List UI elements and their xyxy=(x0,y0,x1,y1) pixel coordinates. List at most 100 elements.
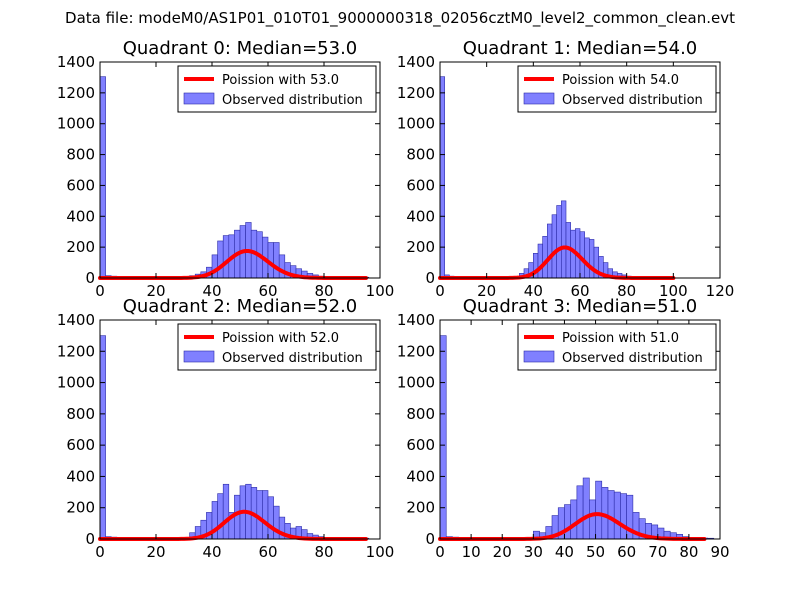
panel-title: Quadrant 0: Median=53.0 xyxy=(123,38,358,59)
histogram-bar xyxy=(439,335,447,540)
histogram-bar xyxy=(537,243,543,279)
histogram-bar xyxy=(262,490,269,540)
x-tick-label: 80 xyxy=(314,543,333,561)
x-tick-label: 100 xyxy=(659,282,688,300)
histogram-bar xyxy=(582,477,590,540)
histogram-bar xyxy=(99,76,106,279)
axes-frame xyxy=(99,319,381,540)
y-tick-label: 1200 xyxy=(397,342,435,360)
histogram-bar xyxy=(620,493,627,540)
x-tick-label: 70 xyxy=(648,543,667,561)
y-tick-label: 1000 xyxy=(397,374,435,392)
x-tick-label: 60 xyxy=(258,282,277,300)
y-tick-label: 1000 xyxy=(57,115,95,133)
legend-box xyxy=(517,323,717,371)
y-tick-label: 1400 xyxy=(397,311,435,329)
histogram-bar xyxy=(584,237,590,279)
legend-bar-swatch xyxy=(183,350,215,363)
panel-title: Quadrant 2: Median=52.0 xyxy=(123,296,358,317)
histogram-bar xyxy=(278,254,286,279)
y-tick-label: 1000 xyxy=(57,374,95,392)
y-tick-label: 1000 xyxy=(397,115,435,133)
x-tick-label: 60 xyxy=(617,543,636,561)
x-tick-label: 100 xyxy=(366,543,395,561)
histogram-bar xyxy=(595,480,603,540)
quadrant-1-panel: 0 20 40 60 80 100 1200200400600800100012001400… xyxy=(397,38,735,300)
histogram-bar xyxy=(217,240,224,279)
legend-bar-swatch xyxy=(183,92,215,105)
legend-bar-swatch xyxy=(523,350,555,363)
y-tick-label: 0 xyxy=(85,530,95,548)
y-tick-label: 1400 xyxy=(57,311,95,329)
histogram-bar xyxy=(561,200,567,279)
y-tick-label: 600 xyxy=(66,176,95,194)
histogram-bar xyxy=(556,205,562,279)
x-tick-label: 10 xyxy=(462,543,481,561)
legend-bar-label: Observed distribution xyxy=(562,93,703,108)
histogram-bar xyxy=(589,239,595,279)
quadrant-0-panel: 0 20 40 60 80 1000200400600800100012001400Qua… xyxy=(57,38,395,300)
x-tick-label: 100 xyxy=(366,282,395,300)
panel-title: Quadrant 3: Median=51.0 xyxy=(463,296,698,317)
y-tick-label: 800 xyxy=(66,405,95,423)
y-tick-label: 600 xyxy=(406,436,435,454)
x-tick-label: 120 xyxy=(706,282,735,300)
histogram-bar xyxy=(211,254,218,279)
figure-title: Data file: modeM0/AS1P01_010T01_90000003… xyxy=(65,9,735,27)
legend-bar-label: Observed distribution xyxy=(222,93,363,108)
x-tick-label: 80 xyxy=(314,282,333,300)
x-tick-label: 0 xyxy=(435,282,445,300)
histogram-bar xyxy=(439,76,445,279)
y-tick-label: 1400 xyxy=(57,53,95,71)
x-tick-label: 40 xyxy=(524,282,543,300)
y-tick-label: 200 xyxy=(66,499,95,517)
histogram-bar xyxy=(570,499,578,540)
quadrant-2-panel: 0 20 40 60 80 1000200400600800100012001400Qua… xyxy=(57,296,395,561)
y-tick-label: 400 xyxy=(406,207,435,225)
x-tick-label: 60 xyxy=(258,543,277,561)
histogram-bar xyxy=(607,490,615,540)
histogram-bar xyxy=(234,494,241,540)
y-tick-label: 800 xyxy=(406,146,435,164)
histogram-bar xyxy=(217,493,224,540)
histogram-bar xyxy=(222,235,230,279)
x-tick-label: 20 xyxy=(146,543,165,561)
x-tick-label: 40 xyxy=(555,543,574,561)
histogram-bar xyxy=(273,505,280,540)
y-tick-label: 800 xyxy=(406,405,435,423)
y-tick-label: 600 xyxy=(406,176,435,194)
x-tick-label: 90 xyxy=(710,543,729,561)
x-tick-label: 20 xyxy=(477,282,496,300)
legend-bar-label: Observed distribution xyxy=(562,351,703,366)
histogram-bar xyxy=(551,214,557,279)
legend-line-label: Poission with 51.0 xyxy=(562,331,679,346)
x-tick-label: 20 xyxy=(146,282,165,300)
axes-frame xyxy=(99,61,381,279)
histogram-bar xyxy=(273,242,280,279)
x-tick-label: 80 xyxy=(679,543,698,561)
x-tick-label: 0 xyxy=(95,543,105,561)
x-tick-label: 60 xyxy=(570,282,589,300)
legend-line-label: Poission with 52.0 xyxy=(222,331,339,346)
x-tick-label: 40 xyxy=(202,543,221,561)
legend-line-label: Poission with 53.0 xyxy=(222,73,339,88)
y-tick-label: 0 xyxy=(425,530,435,548)
histogram-bar xyxy=(589,499,596,540)
histogram-bar xyxy=(576,485,584,540)
x-tick-label: 50 xyxy=(586,543,605,561)
y-tick-label: 200 xyxy=(406,238,435,256)
legend-box xyxy=(177,65,377,113)
histogram-bar xyxy=(579,231,585,279)
legend-box xyxy=(517,65,717,113)
histogram-bar xyxy=(542,236,548,279)
y-tick-label: 1200 xyxy=(397,84,435,102)
x-tick-label: 0 xyxy=(95,282,105,300)
legend-line-label: Poission with 54.0 xyxy=(562,73,679,88)
histogram-bar xyxy=(564,504,571,540)
x-tick-label: 20 xyxy=(493,543,512,561)
y-tick-label: 200 xyxy=(406,499,435,517)
y-tick-label: 1200 xyxy=(57,342,95,360)
y-tick-label: 400 xyxy=(406,467,435,485)
x-tick-label: 0 xyxy=(435,543,445,561)
panel-title: Quadrant 1: Median=54.0 xyxy=(463,38,698,59)
